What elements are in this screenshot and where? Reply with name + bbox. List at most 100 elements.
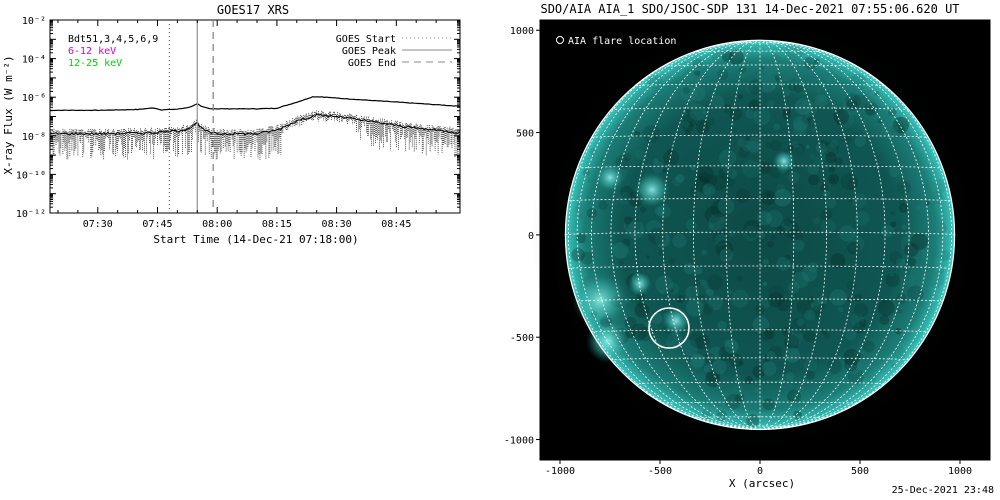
aia-texture-spot xyxy=(881,224,894,238)
aia-texture-spot xyxy=(712,228,729,245)
aia-texture-spot xyxy=(754,387,761,394)
aia-texture-spot xyxy=(737,94,743,100)
aia-texture-spot xyxy=(799,99,818,118)
aia-texture-spot xyxy=(784,347,801,363)
aia-texture-spot xyxy=(716,410,728,421)
aia-texture-spot xyxy=(670,93,678,101)
aia-texture-spot xyxy=(623,219,636,232)
aia-texture-spot xyxy=(690,165,696,171)
aia-texture-spot xyxy=(818,139,828,150)
aia-texture-spot xyxy=(577,213,584,220)
aia-texture-spot xyxy=(706,368,720,383)
aia-y-tick-label: -1000 xyxy=(504,436,534,447)
aia-texture-spot xyxy=(804,309,816,321)
aia-texture-spot xyxy=(808,174,820,186)
aia-grid-longitude xyxy=(759,40,795,430)
goes-title: GOES17 XRS xyxy=(217,3,289,17)
aia-texture-spot xyxy=(768,292,784,308)
aia-texture-spot xyxy=(731,289,750,308)
goes-x-tick-label: 08:45 xyxy=(381,219,411,230)
aia-texture-spot xyxy=(760,189,776,206)
aia-texture-spot xyxy=(575,203,587,215)
aia-texture-spot xyxy=(758,74,776,93)
aia-texture-spot xyxy=(820,218,836,234)
aia-texture-spot xyxy=(706,174,718,187)
aia-texture-spot xyxy=(788,282,800,294)
aia-texture-spot xyxy=(801,266,818,282)
aia-texture-spot xyxy=(618,259,624,266)
aia-texture-spot xyxy=(814,94,828,108)
aia-texture-spot xyxy=(775,64,793,82)
aia-texture-spot xyxy=(813,217,821,225)
aia-texture-spot xyxy=(725,394,741,410)
aia-grid-latitude xyxy=(577,165,943,169)
aia-active-region xyxy=(634,171,670,208)
aia-texture-spot xyxy=(811,299,822,311)
aia-texture-spot xyxy=(710,175,726,191)
aia-texture-spot xyxy=(738,146,750,158)
aia-texture-spot xyxy=(654,205,666,217)
aia-texture-spot xyxy=(910,233,928,251)
aia-texture-spot xyxy=(667,282,680,295)
aia-texture-spot xyxy=(685,71,695,80)
aia-texture-spot xyxy=(895,258,906,268)
aia-texture-spot xyxy=(618,192,632,205)
aia-texture-spot xyxy=(763,62,777,76)
aia-texture-spot xyxy=(850,313,865,327)
aia-texture-spot xyxy=(624,316,637,329)
aia-texture-spot xyxy=(692,58,703,69)
aia-texture-spot xyxy=(805,144,810,149)
aia-texture-spot xyxy=(640,206,647,213)
aia-texture-spot xyxy=(635,149,646,160)
aia-texture-spot xyxy=(586,176,594,183)
aia-texture-spot xyxy=(793,84,803,93)
aia-y-tick-label: 500 xyxy=(516,129,534,140)
aia-texture-spot xyxy=(753,107,771,126)
aia-texture-spot xyxy=(773,123,781,131)
aia-texture-spot xyxy=(846,280,857,290)
aia-texture-spot xyxy=(702,183,716,197)
aia-texture-spot xyxy=(930,191,944,204)
aia-texture-spot xyxy=(890,221,897,228)
goes-y-tick-label: 10⁻¹⁰ xyxy=(16,170,46,181)
aia-texture-spot xyxy=(598,200,608,210)
aia-texture-spot xyxy=(726,178,736,187)
aia-texture-spot xyxy=(691,354,704,367)
goes-y-tick-label: 10⁻² xyxy=(22,16,46,27)
aia-texture-spot xyxy=(766,192,771,197)
aia-texture-spot xyxy=(837,306,844,313)
aia-texture-spot xyxy=(854,293,863,302)
aia-texture-spot xyxy=(857,353,864,359)
aia-texture-spot xyxy=(642,125,661,143)
aia-texture-spot xyxy=(848,198,854,203)
aia-texture-spot xyxy=(815,142,827,154)
aia-texture-spot xyxy=(738,360,744,366)
aia-texture-spot xyxy=(586,208,597,219)
aia-texture-spot xyxy=(701,249,707,255)
aia-image-chart: SDO/AIA AIA_1 SDO/JSOC-SDP 131 14-Dec-20… xyxy=(504,2,991,490)
aia-texture-spot xyxy=(803,56,817,70)
footer-timestamp: 25-Dec-2021 23:48 xyxy=(891,485,994,496)
aia-texture-spot xyxy=(766,100,775,109)
goes-y-tick-label: 10⁻⁸ xyxy=(22,132,46,143)
aia-texture-spot xyxy=(694,70,701,77)
aia-texture-spot xyxy=(658,250,664,256)
aia-texture-spot xyxy=(684,130,691,136)
aia-texture-spot xyxy=(637,364,647,374)
aia-texture-spot xyxy=(885,272,900,287)
aia-texture-spot xyxy=(580,251,594,265)
aia-texture-spot xyxy=(762,398,775,411)
aia-texture-spot xyxy=(785,43,803,61)
aia-texture-spot xyxy=(744,376,753,384)
aia-texture-spot xyxy=(768,284,785,301)
aia-texture-spot xyxy=(823,141,839,157)
aia-texture-spot xyxy=(828,166,836,173)
aia-texture-spot xyxy=(691,67,706,82)
aia-texture-spot xyxy=(759,298,771,309)
aia-texture-spot xyxy=(732,374,741,382)
aia-texture-spot xyxy=(734,393,745,404)
aia-texture-spot xyxy=(645,255,650,260)
aia-texture-spot xyxy=(619,186,634,200)
aia-texture-spot xyxy=(712,360,727,375)
aia-texture-spot xyxy=(837,112,855,129)
